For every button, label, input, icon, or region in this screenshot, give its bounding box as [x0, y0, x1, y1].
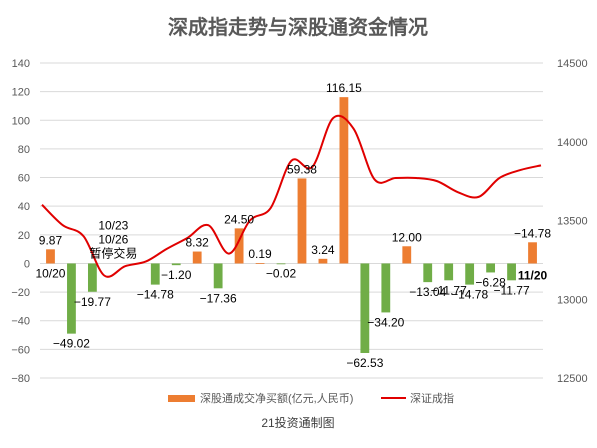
bar-data-label: −6.28: [475, 275, 506, 289]
bar-data-label: −19.77: [74, 295, 111, 309]
bar-data-label: 12.00: [392, 230, 422, 244]
legend: 深股通成交净买额(亿元,人民币) 深证成指: [168, 391, 454, 405]
bar-data-label: −14.78: [451, 288, 488, 302]
date-annotation: 暂停交易: [89, 245, 137, 260]
source-caption: 21投资通制图: [261, 415, 334, 430]
bar-data-label: −11.77: [493, 283, 529, 297]
left-axis-tick-label: 20: [18, 230, 30, 242]
right-axis-tick-label: 14500: [557, 58, 588, 70]
bar: [339, 97, 349, 264]
bar: [87, 263, 97, 292]
bar: [192, 251, 202, 264]
bar-data-label: −11.77: [431, 283, 467, 297]
left-axis-tick-label: −20: [11, 287, 30, 299]
date-annotation: 10/20: [35, 266, 65, 280]
bar: [360, 263, 370, 353]
bar-data-label: 8.32: [186, 236, 210, 250]
bar-data-label: −62.53: [346, 356, 383, 370]
bar: [381, 263, 391, 313]
bar: [444, 263, 454, 281]
bar: [486, 263, 496, 273]
bar: [528, 242, 537, 264]
bar-data-label: −14.78: [514, 226, 551, 240]
bar-data-label: −14.78: [137, 288, 174, 302]
bar-data-label: 0.19: [248, 247, 272, 261]
bar-data-label: 9.87: [39, 233, 63, 247]
chart-title: 深成指走势与深股通资金情况: [168, 15, 428, 39]
left-axis-tick-label: 140: [12, 58, 30, 70]
bar: [171, 263, 181, 266]
legend-label-bar: 深股通成交净买额(亿元,人民币): [200, 391, 353, 405]
date-annotation: 11/20: [518, 268, 548, 282]
right-axis-tick-label: 13500: [557, 216, 588, 228]
bar-data-label: −49.02: [53, 337, 90, 351]
legend-label-line: 深证成指: [410, 391, 454, 405]
bar: [150, 263, 160, 285]
left-axis-tick-label: −80: [11, 373, 30, 385]
bar-data-label: −0.02: [266, 266, 297, 280]
bar-data-label: 24.50: [224, 212, 254, 226]
bar-data-label: −17.36: [200, 291, 237, 305]
bar: [213, 263, 223, 289]
left-axis-tick-label: 40: [18, 201, 30, 213]
right-axis-tick-label: 13000: [557, 294, 588, 306]
bar-data-label: −1.20: [161, 268, 192, 282]
bar: [234, 228, 244, 264]
bar: [423, 263, 433, 283]
left-axis-tick-label: 0: [24, 258, 30, 270]
right-axis-tick-label: 12500: [557, 373, 588, 385]
right-axis-tick-label: 14000: [557, 137, 588, 149]
bar-data-label: 3.24: [311, 243, 335, 257]
bar: [507, 263, 516, 281]
bar: [465, 263, 475, 285]
date-annotation: 10/23: [98, 218, 128, 232]
right-axis: 14500 14000 13500 13000 12500: [557, 58, 588, 385]
line-layer: [41, 114, 542, 278]
bar: [276, 263, 286, 265]
left-axis-tick-label: 100: [12, 115, 30, 127]
left-axis-tick-label: 60: [18, 173, 30, 185]
bar: [46, 249, 55, 264]
bar: [402, 246, 412, 264]
left-axis-tick-label: 80: [18, 144, 30, 156]
date-annotation: 10/26: [98, 232, 128, 246]
legend-swatch-bar: [168, 395, 195, 402]
bar: [67, 263, 76, 334]
left-axis-tick-label: −60: [11, 344, 30, 356]
left-axis-tick-label: 120: [12, 87, 30, 99]
bar-data-label: 59.38: [287, 162, 317, 176]
bar: [255, 263, 265, 264]
bar: [318, 258, 328, 264]
bars-layer: [46, 97, 537, 353]
grid-layer: [40, 62, 543, 379]
left-axis-tick-label: −40: [11, 316, 30, 328]
bar-data-label: −13.04: [409, 285, 446, 299]
index-line: [41, 114, 542, 278]
bar-data-label: 116.15: [326, 81, 362, 95]
bar-data-label: −34.20: [367, 315, 404, 329]
bar: [297, 178, 307, 264]
data-labels-layer: 9.87 −49.02 −19.77 −14.78 −1.20 8.32 −17.36 24.…: [39, 81, 552, 370]
left-axis: 140 120 100 80 60 40 20 0 −20 −40 −60 −80: [11, 58, 30, 385]
